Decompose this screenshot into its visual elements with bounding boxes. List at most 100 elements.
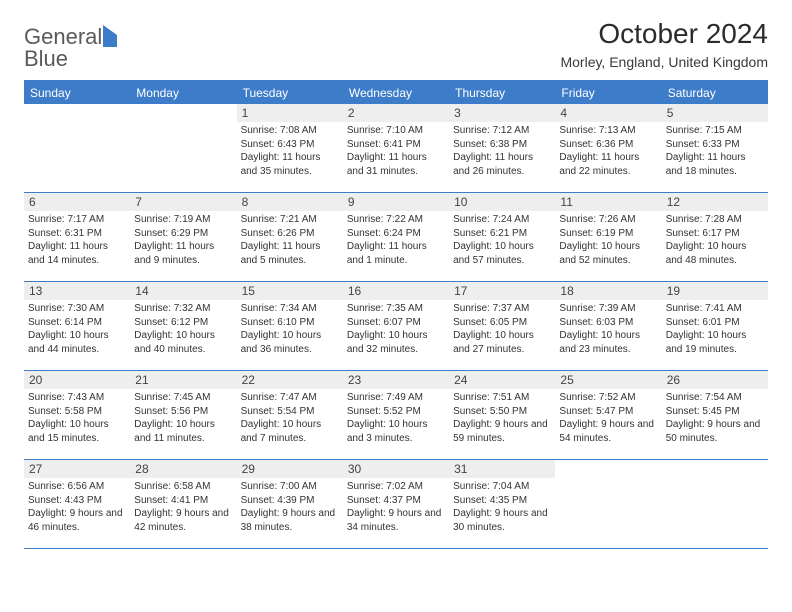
daylight-text: Daylight: 9 hours and 34 minutes. xyxy=(347,507,445,534)
day-number: 10 xyxy=(449,193,555,211)
sunset-text: Sunset: 6:01 PM xyxy=(666,316,764,330)
daylight-text: Daylight: 11 hours and 31 minutes. xyxy=(347,151,445,178)
day-cell xyxy=(555,460,661,548)
sunset-text: Sunset: 4:43 PM xyxy=(28,494,126,508)
daylight-text: Daylight: 11 hours and 5 minutes. xyxy=(241,240,339,267)
daylight-text: Daylight: 11 hours and 1 minute. xyxy=(347,240,445,267)
day-number: 29 xyxy=(237,460,343,478)
daylight-text: Daylight: 10 hours and 48 minutes. xyxy=(666,240,764,267)
day-cell: 17Sunrise: 7:37 AMSunset: 6:05 PMDayligh… xyxy=(449,282,555,370)
dayhead-monday: Monday xyxy=(130,82,236,104)
sunset-text: Sunset: 6:41 PM xyxy=(347,138,445,152)
sunset-text: Sunset: 4:37 PM xyxy=(347,494,445,508)
sunrise-text: Sunrise: 7:10 AM xyxy=(347,124,445,138)
day-number: 5 xyxy=(662,104,768,122)
sunrise-text: Sunrise: 7:52 AM xyxy=(559,391,657,405)
sunset-text: Sunset: 5:52 PM xyxy=(347,405,445,419)
day-cell: 19Sunrise: 7:41 AMSunset: 6:01 PMDayligh… xyxy=(662,282,768,370)
sunrise-text: Sunrise: 6:56 AM xyxy=(28,480,126,494)
day-cell: 26Sunrise: 7:54 AMSunset: 5:45 PMDayligh… xyxy=(662,371,768,459)
daylight-text: Daylight: 11 hours and 35 minutes. xyxy=(241,151,339,178)
day-cell: 16Sunrise: 7:35 AMSunset: 6:07 PMDayligh… xyxy=(343,282,449,370)
day-cell: 3Sunrise: 7:12 AMSunset: 6:38 PMDaylight… xyxy=(449,104,555,192)
day-number: 18 xyxy=(555,282,661,300)
day-number: 23 xyxy=(343,371,449,389)
day-number: 7 xyxy=(130,193,236,211)
sunset-text: Sunset: 6:03 PM xyxy=(559,316,657,330)
day-cell: 9Sunrise: 7:22 AMSunset: 6:24 PMDaylight… xyxy=(343,193,449,281)
day-cell: 18Sunrise: 7:39 AMSunset: 6:03 PMDayligh… xyxy=(555,282,661,370)
day-cell: 21Sunrise: 7:45 AMSunset: 5:56 PMDayligh… xyxy=(130,371,236,459)
day-number: 22 xyxy=(237,371,343,389)
day-number: 24 xyxy=(449,371,555,389)
logo-word2: Blue xyxy=(24,46,68,71)
sunrise-text: Sunrise: 7:49 AM xyxy=(347,391,445,405)
day-number: 14 xyxy=(130,282,236,300)
sunset-text: Sunset: 5:50 PM xyxy=(453,405,551,419)
week-row: 13Sunrise: 7:30 AMSunset: 6:14 PMDayligh… xyxy=(24,282,768,371)
day-number: 25 xyxy=(555,371,661,389)
title-block: October 2024 Morley, England, United Kin… xyxy=(560,18,768,74)
day-number: 15 xyxy=(237,282,343,300)
day-cell: 31Sunrise: 7:04 AMSunset: 4:35 PMDayligh… xyxy=(449,460,555,548)
week-row: 1Sunrise: 7:08 AMSunset: 6:43 PMDaylight… xyxy=(24,104,768,193)
sunset-text: Sunset: 6:10 PM xyxy=(241,316,339,330)
sunrise-text: Sunrise: 7:35 AM xyxy=(347,302,445,316)
sunrise-text: Sunrise: 7:30 AM xyxy=(28,302,126,316)
sunset-text: Sunset: 5:58 PM xyxy=(28,405,126,419)
daylight-text: Daylight: 10 hours and 57 minutes. xyxy=(453,240,551,267)
day-cell: 1Sunrise: 7:08 AMSunset: 6:43 PMDaylight… xyxy=(237,104,343,192)
day-cell: 27Sunrise: 6:56 AMSunset: 4:43 PMDayligh… xyxy=(24,460,130,548)
daylight-text: Daylight: 10 hours and 40 minutes. xyxy=(134,329,232,356)
sunrise-text: Sunrise: 7:00 AM xyxy=(241,480,339,494)
sunrise-text: Sunrise: 7:54 AM xyxy=(666,391,764,405)
day-cell: 15Sunrise: 7:34 AMSunset: 6:10 PMDayligh… xyxy=(237,282,343,370)
daylight-text: Daylight: 9 hours and 42 minutes. xyxy=(134,507,232,534)
daylight-text: Daylight: 11 hours and 9 minutes. xyxy=(134,240,232,267)
sunset-text: Sunset: 6:24 PM xyxy=(347,227,445,241)
sunrise-text: Sunrise: 7:51 AM xyxy=(453,391,551,405)
sunset-text: Sunset: 6:33 PM xyxy=(666,138,764,152)
day-number: 19 xyxy=(662,282,768,300)
logo-mark-icon xyxy=(103,25,117,47)
sunset-text: Sunset: 5:54 PM xyxy=(241,405,339,419)
day-cell: 29Sunrise: 7:00 AMSunset: 4:39 PMDayligh… xyxy=(237,460,343,548)
daylight-text: Daylight: 9 hours and 38 minutes. xyxy=(241,507,339,534)
logo: General Blue xyxy=(24,18,117,70)
sunrise-text: Sunrise: 7:24 AM xyxy=(453,213,551,227)
day-cell: 5Sunrise: 7:15 AMSunset: 6:33 PMDaylight… xyxy=(662,104,768,192)
daylight-text: Daylight: 10 hours and 27 minutes. xyxy=(453,329,551,356)
calendar-grid: Sunday Monday Tuesday Wednesday Thursday… xyxy=(24,80,768,549)
sunrise-text: Sunrise: 7:45 AM xyxy=(134,391,232,405)
month-title: October 2024 xyxy=(560,18,768,50)
sunrise-text: Sunrise: 7:47 AM xyxy=(241,391,339,405)
daylight-text: Daylight: 11 hours and 26 minutes. xyxy=(453,151,551,178)
day-cell: 8Sunrise: 7:21 AMSunset: 6:26 PMDaylight… xyxy=(237,193,343,281)
daylight-text: Daylight: 10 hours and 3 minutes. xyxy=(347,418,445,445)
daylight-text: Daylight: 9 hours and 30 minutes. xyxy=(453,507,551,534)
daylight-text: Daylight: 9 hours and 59 minutes. xyxy=(453,418,551,445)
sunset-text: Sunset: 6:07 PM xyxy=(347,316,445,330)
day-number: 2 xyxy=(343,104,449,122)
day-cell: 11Sunrise: 7:26 AMSunset: 6:19 PMDayligh… xyxy=(555,193,661,281)
sunset-text: Sunset: 6:38 PM xyxy=(453,138,551,152)
daylight-text: Daylight: 10 hours and 7 minutes. xyxy=(241,418,339,445)
daylight-text: Daylight: 11 hours and 14 minutes. xyxy=(28,240,126,267)
day-cell xyxy=(662,460,768,548)
day-cell: 14Sunrise: 7:32 AMSunset: 6:12 PMDayligh… xyxy=(130,282,236,370)
dayhead-wednesday: Wednesday xyxy=(343,82,449,104)
header: General Blue October 2024 Morley, Englan… xyxy=(24,18,768,74)
daylight-text: Daylight: 11 hours and 18 minutes. xyxy=(666,151,764,178)
sunrise-text: Sunrise: 7:12 AM xyxy=(453,124,551,138)
day-number: 1 xyxy=(237,104,343,122)
sunset-text: Sunset: 6:14 PM xyxy=(28,316,126,330)
dayhead-tuesday: Tuesday xyxy=(237,82,343,104)
day-number: 26 xyxy=(662,371,768,389)
daylight-text: Daylight: 11 hours and 22 minutes. xyxy=(559,151,657,178)
sunrise-text: Sunrise: 7:43 AM xyxy=(28,391,126,405)
weeks-container: 1Sunrise: 7:08 AMSunset: 6:43 PMDaylight… xyxy=(24,104,768,549)
daylight-text: Daylight: 10 hours and 15 minutes. xyxy=(28,418,126,445)
sunrise-text: Sunrise: 7:34 AM xyxy=(241,302,339,316)
logo-text: General Blue xyxy=(24,26,117,70)
day-cell: 2 Sunrise: 7:10 AMSunset: 6:41 PMDaylight… xyxy=(343,104,449,192)
